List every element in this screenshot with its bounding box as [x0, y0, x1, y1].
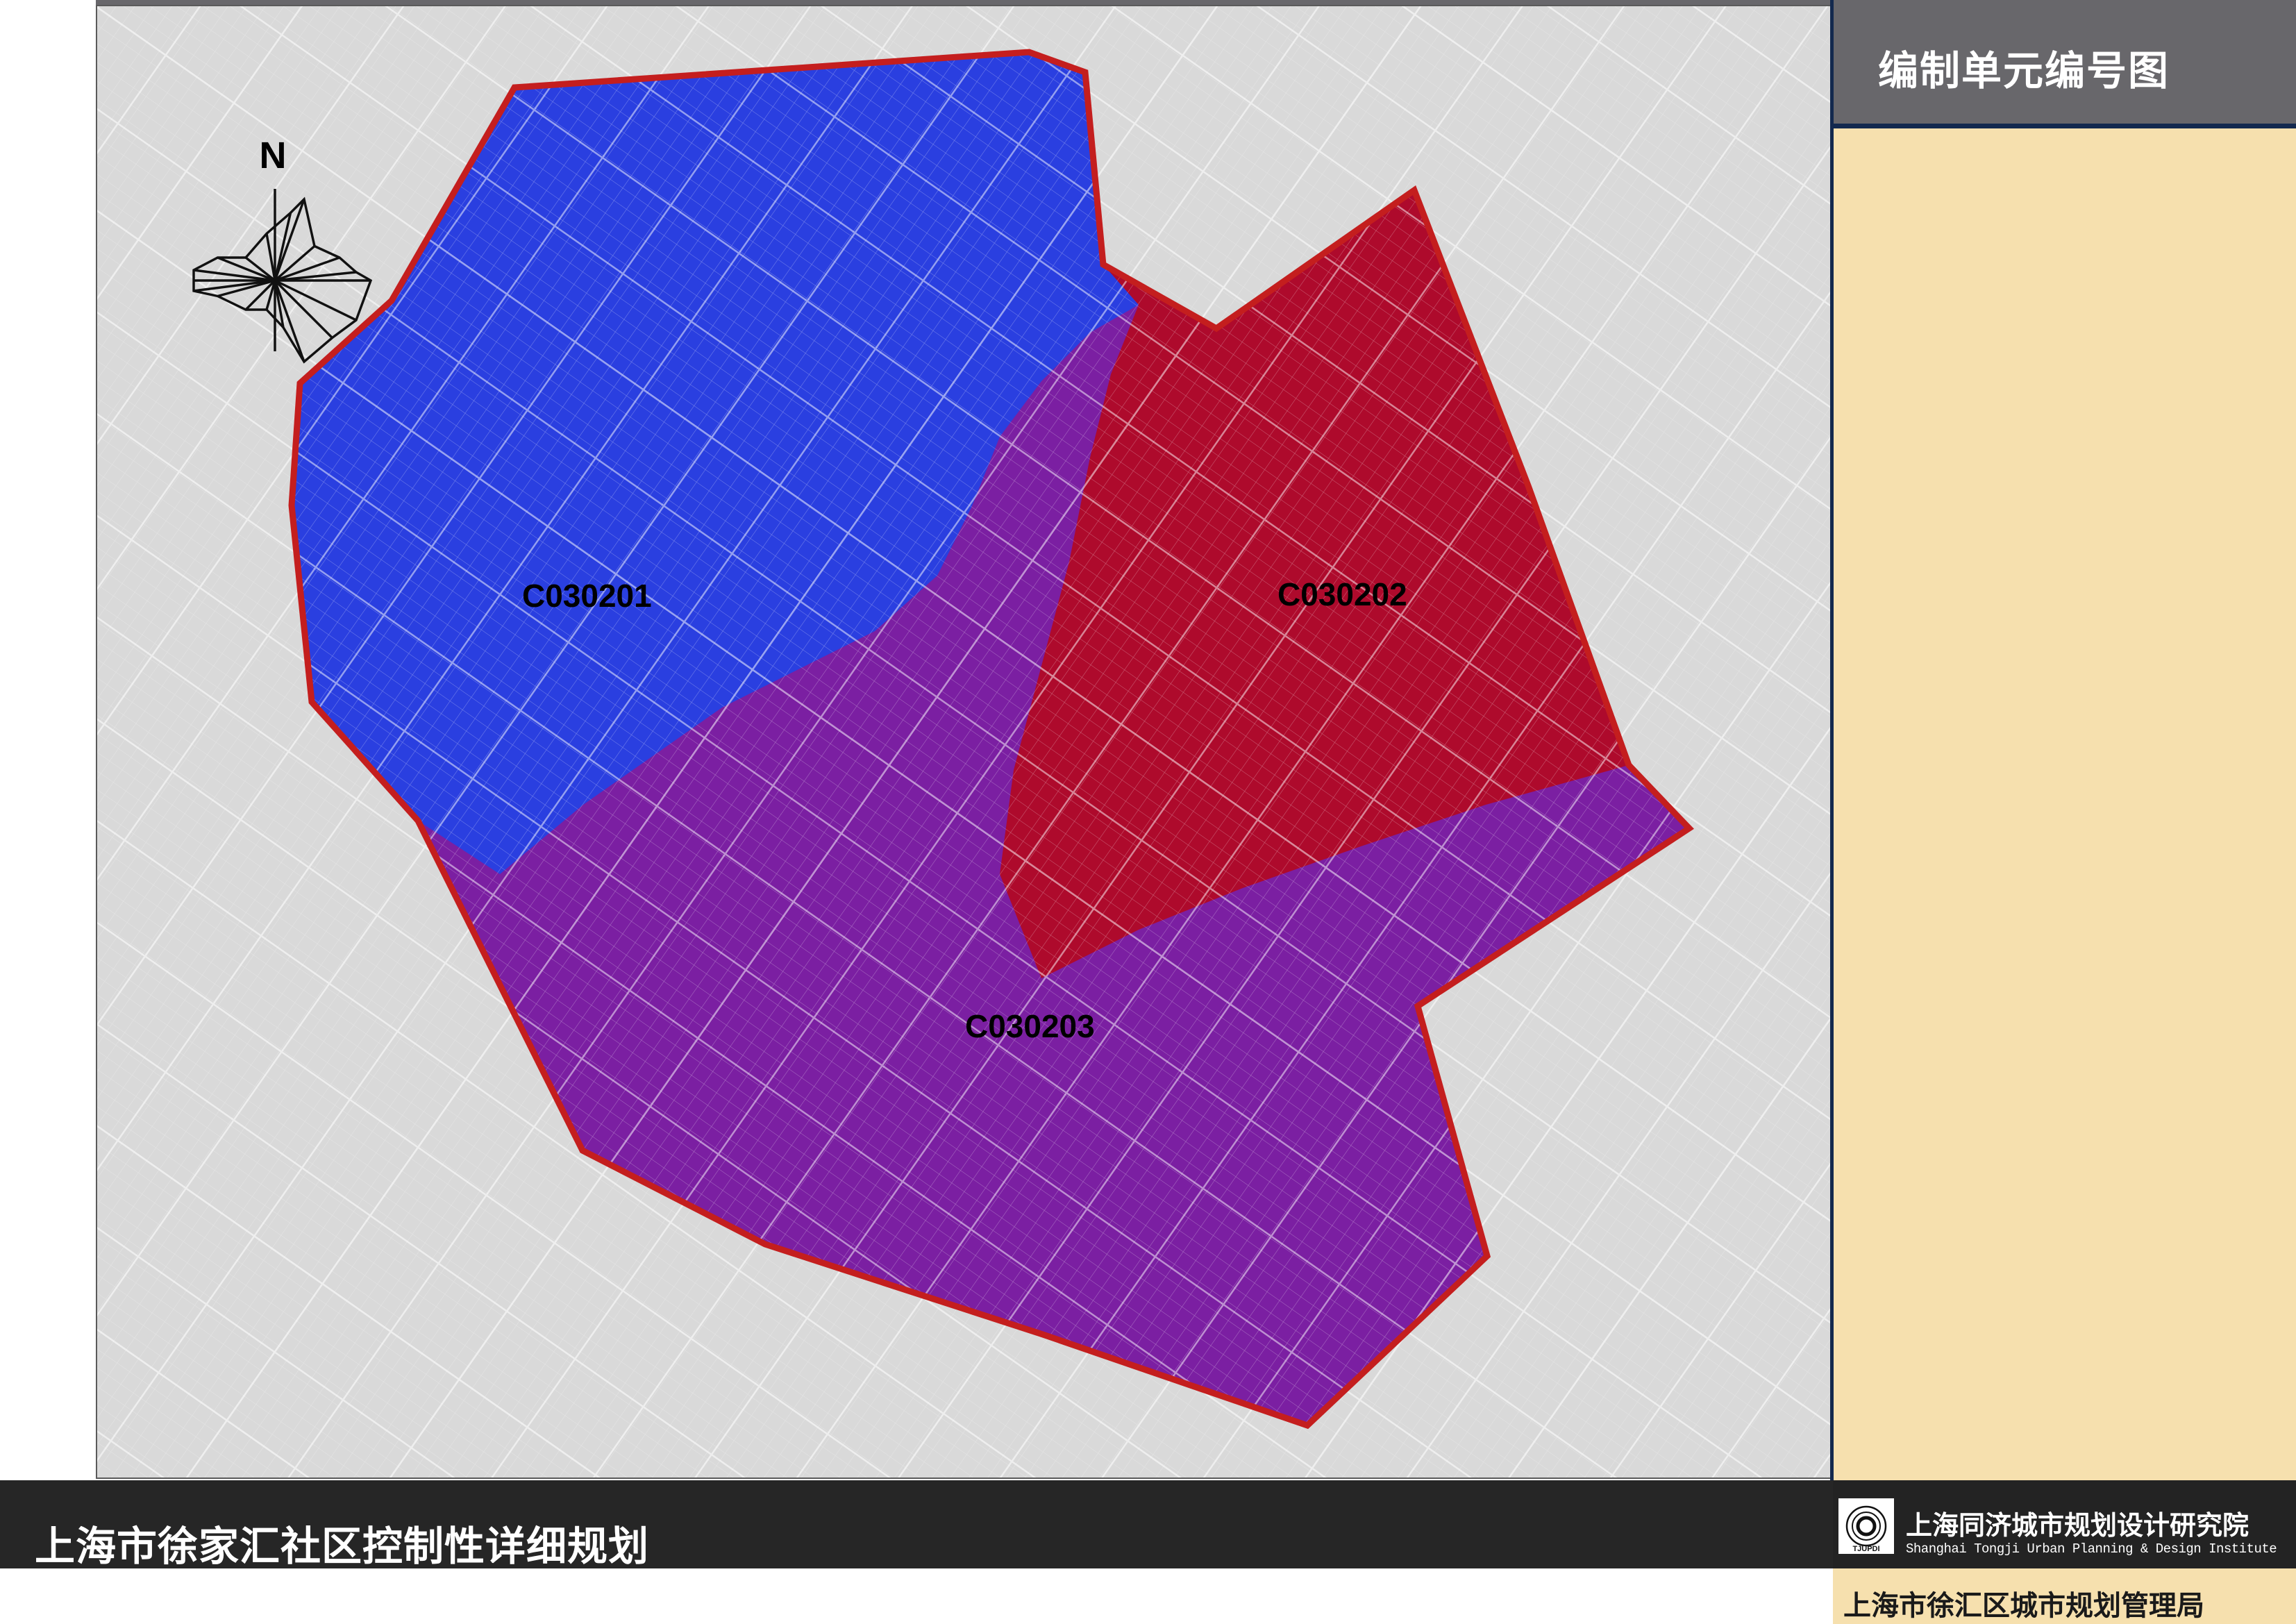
svg-text:N: N — [260, 135, 287, 176]
svg-text:C030201: C030201 — [522, 578, 652, 614]
svg-text:TJUPDI: TJUPDI — [1852, 1545, 1879, 1553]
svg-text:C030203: C030203 — [965, 1008, 1095, 1044]
svg-text:C030202: C030202 — [1277, 576, 1407, 612]
